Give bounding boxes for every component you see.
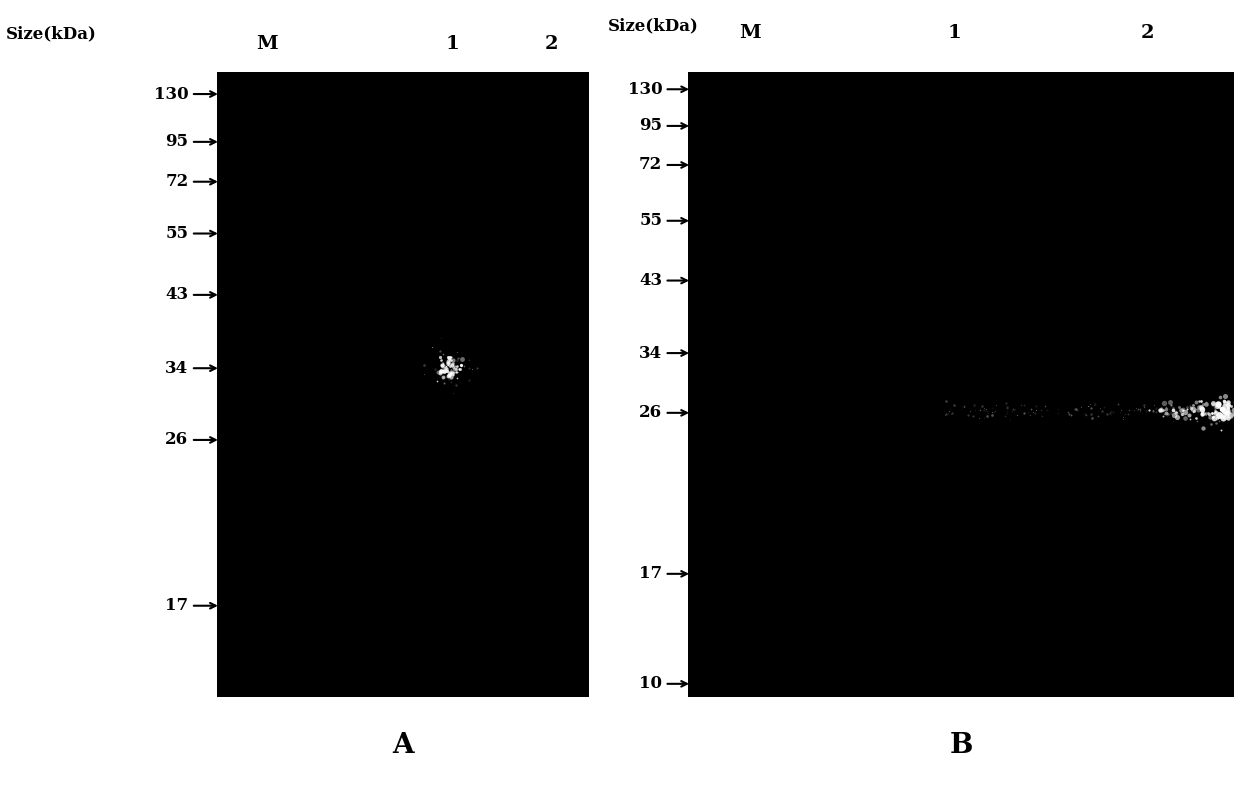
Text: 72: 72 — [165, 173, 188, 190]
Bar — [688, 72, 1234, 697]
Text: 1: 1 — [947, 25, 962, 42]
Text: 55: 55 — [165, 225, 188, 242]
Text: M: M — [739, 25, 761, 42]
Text: 95: 95 — [165, 133, 188, 151]
Text: 2: 2 — [1141, 25, 1153, 42]
Text: 130: 130 — [154, 85, 188, 103]
Text: M: M — [255, 35, 278, 53]
Text: 130: 130 — [627, 80, 662, 98]
Text: 26: 26 — [639, 404, 662, 422]
Text: 55: 55 — [639, 212, 662, 230]
Text: A: A — [392, 732, 414, 759]
Text: 10: 10 — [639, 675, 662, 693]
Text: 34: 34 — [165, 359, 188, 377]
Text: 17: 17 — [639, 565, 662, 583]
Text: 34: 34 — [639, 344, 662, 362]
Text: Size(kDa): Size(kDa) — [608, 18, 698, 35]
Text: Size(kDa): Size(kDa) — [6, 25, 97, 42]
Text: 17: 17 — [165, 597, 188, 614]
Text: B: B — [950, 732, 972, 759]
Text: 72: 72 — [639, 156, 662, 174]
Text: 2: 2 — [546, 35, 558, 53]
Text: 43: 43 — [165, 286, 188, 304]
Text: 26: 26 — [165, 431, 188, 449]
Text: 43: 43 — [639, 272, 662, 289]
Bar — [217, 72, 589, 697]
Text: 1: 1 — [445, 35, 460, 53]
Text: 95: 95 — [639, 117, 662, 135]
